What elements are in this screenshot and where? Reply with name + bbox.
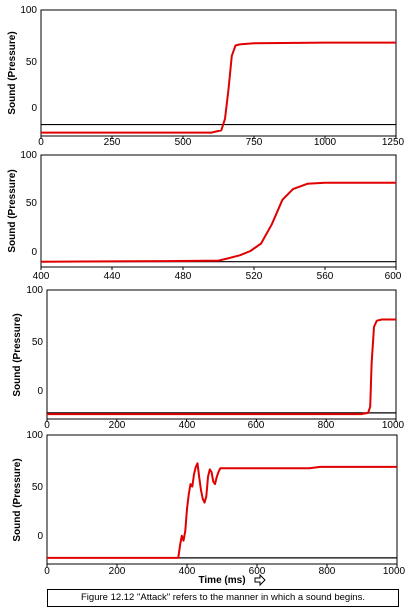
y-axis-label: Sound (Pressure) [7,31,18,114]
y-tick-label: 50 [26,57,38,68]
x-tick-label: 1000 [383,566,406,577]
series-line [41,41,396,134]
hand-pointer-icon [254,573,266,587]
y-tick-label: 50 [32,337,44,348]
y-axis-label: Sound (Pressure) [7,169,18,252]
x-tick-label: 1000 [382,420,405,431]
y-tick-label: 100 [20,5,37,16]
x-tick-label: 800 [319,566,336,577]
plot-frame [46,289,397,420]
x-tick-label: 250 [104,137,121,148]
x-tick-label: 400 [179,420,196,431]
figure-caption: Figure 12.12 "Attack" refers to the mann… [47,589,399,607]
chart-marks [46,318,397,422]
x-tick-label: 500 [175,137,192,148]
x-tick-label: 750 [246,137,263,148]
x-tick-label: 800 [318,420,335,431]
plot-frame [46,434,398,565]
x-tick-label: 600 [249,566,266,577]
x-tick-label: 200 [109,420,126,431]
x-tick-label: 400 [179,566,196,577]
x-tick-label: 400 [33,271,50,282]
x-tick-label: 1000 [314,137,337,148]
series-line [40,181,396,263]
y-tick-label: 0 [37,386,43,397]
plot-frame [40,9,397,137]
x-tick-label: 0 [44,566,50,577]
chart-panel-3: Sound (Pressure) 100 50 0 0 200 400 600 … [12,285,405,431]
chart-marks [46,462,398,567]
y-tick-label: 100 [26,430,43,441]
x-tick-label: 560 [317,271,334,282]
chart-panel-1: Sound (Pressure) 100 50 0 0 250 500 750 … [7,5,405,148]
chart-marks [40,41,397,139]
y-tick-label: 0 [31,103,37,114]
x-tick-label: 480 [175,271,192,282]
y-tick-label: 100 [20,150,37,161]
y-tick-label: 0 [37,531,43,542]
plot-frame [40,154,397,268]
x-tick-label: 1250 [382,137,405,148]
x-tick-label: 520 [246,271,263,282]
x-tick-label: 600 [248,420,265,431]
x-axis-label: Time (ms) [198,575,245,586]
x-tick-label: 440 [104,271,121,282]
y-axis-label: Sound (Pressure) [12,458,23,541]
chart-panel-2: Sound (Pressure) 100 50 0 400 440 480 52… [7,150,402,282]
y-tick-label: 50 [32,482,44,493]
x-tick-label: 600 [385,271,402,282]
series-line [47,318,396,416]
x-tick-label: 0 [38,137,44,148]
y-axis-label: Sound (Pressure) [12,313,23,396]
y-tick-label: 0 [31,247,37,258]
y-tick-label: 100 [26,285,43,296]
x-tick-label: 200 [109,566,126,577]
series-line [47,462,397,559]
chart-panel-4: Sound (Pressure) 100 50 0 0 200 400 600 … [12,430,406,587]
chart-marks [40,181,397,270]
y-tick-label: 50 [26,198,38,209]
x-tick-label: 0 [44,420,50,431]
